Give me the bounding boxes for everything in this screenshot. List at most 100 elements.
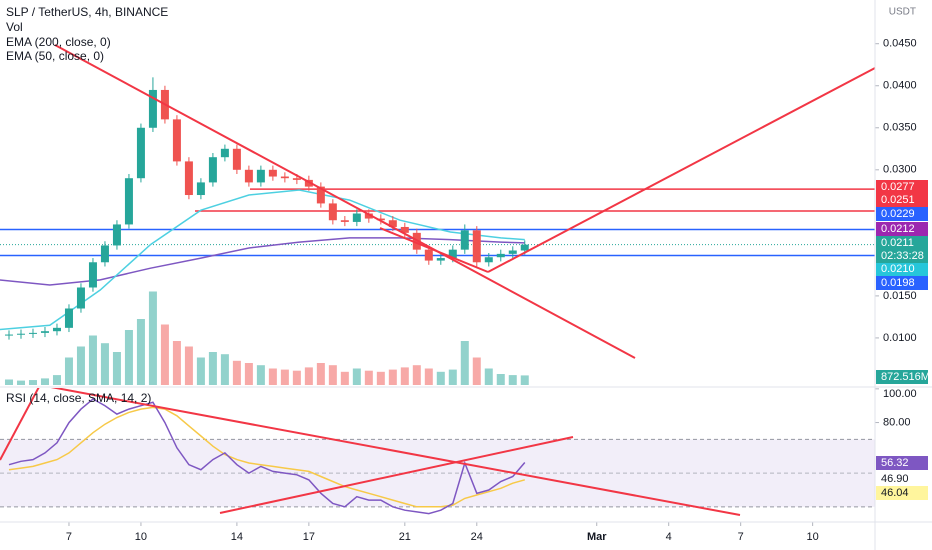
candle-body [304, 179, 313, 187]
volume-bar [148, 291, 157, 385]
volume-bar [40, 378, 49, 385]
volume-bar [424, 368, 433, 385]
candle-body [184, 161, 193, 196]
volume-bar [64, 357, 73, 385]
y-tick-label: 0.0450 [883, 38, 917, 50]
candle-body [508, 250, 517, 254]
rsi-title: RSI (14, close, SMA, 14, 2) [6, 391, 151, 405]
trend-line [0, 388, 40, 461]
price-tag-bg [876, 236, 928, 250]
legend-ema50: EMA (50, close, 0) [6, 49, 104, 63]
volume-bar [364, 370, 373, 385]
volume-bar [52, 375, 61, 385]
trend-line [219, 436, 574, 514]
volume-bar [352, 368, 361, 385]
candle-body [292, 178, 301, 180]
candle-body [136, 127, 145, 179]
price-tag: 0.0277 [881, 181, 915, 193]
x-tick-label: 17 [303, 531, 315, 543]
volume-bar [280, 369, 289, 385]
candle-body [88, 262, 97, 288]
ema-line [0, 189, 525, 331]
candle-body [496, 253, 505, 258]
x-tick-label: 10 [135, 531, 147, 543]
volume-bar [256, 365, 265, 385]
price-tag: 0.0229 [881, 208, 915, 220]
candle-body [388, 220, 397, 227]
price-tag-bg [876, 207, 928, 221]
volume-bar [388, 369, 397, 385]
volume-bar [412, 365, 421, 385]
volume-bar [268, 368, 277, 385]
candle-body [16, 333, 25, 335]
volume-bar [244, 363, 253, 385]
volume-bar [88, 335, 97, 385]
rsi-sma-line [8, 406, 526, 508]
candle-body [52, 327, 61, 332]
candle-body [340, 220, 349, 222]
price-tag: 0.0210 [881, 263, 915, 275]
volume-bar [184, 346, 193, 385]
x-tick-label: 7 [738, 531, 744, 543]
x-tick-label: 24 [471, 531, 483, 543]
volume-bar [208, 352, 217, 385]
candle-body [196, 182, 205, 196]
candle-body [76, 287, 85, 309]
candle-body [208, 157, 217, 183]
rsi-line [8, 398, 526, 515]
volume-bar [136, 319, 145, 385]
candle-body [64, 308, 73, 328]
candle-body [364, 213, 373, 219]
candle-body [148, 89, 157, 128]
volume-bar [340, 371, 349, 385]
y-tick-label: 0.0150 [883, 290, 917, 302]
volume-bar [328, 365, 337, 385]
volume-tag-bg [876, 370, 928, 384]
x-tick-label: 4 [666, 531, 672, 543]
volume-bar [16, 380, 25, 385]
volume-bar [292, 370, 301, 385]
volume-bar [484, 368, 493, 385]
price-tag: 0.0212 [881, 223, 915, 235]
price-tag-bg [876, 276, 928, 290]
rsi-tag: 56.32 [881, 457, 909, 469]
candle-body [124, 178, 133, 225]
trend-line [50, 388, 741, 516]
trend-line [487, 67, 875, 273]
volume-bar [460, 341, 469, 385]
rsi-y-tick-label: 100.00 [883, 388, 917, 400]
volume-bar [520, 375, 529, 385]
candle-body [112, 224, 121, 246]
x-tick-label: 7 [66, 531, 72, 543]
y-tick-label: 0.0300 [883, 164, 917, 176]
price-tag-bg [876, 222, 928, 236]
candle-body [28, 332, 37, 334]
volume-bar [172, 341, 181, 385]
x-tick-label: 10 [807, 531, 819, 543]
candle-body [472, 230, 481, 263]
x-tick-label: 21 [399, 531, 411, 543]
volume-bar [196, 357, 205, 385]
candle-body [280, 176, 289, 179]
candle-body [172, 119, 181, 162]
candle-body [448, 249, 457, 259]
volume-bar [376, 371, 385, 385]
rsi-sma-tag: 46.04 [881, 487, 909, 499]
rsi-sma-tag-bg [876, 486, 928, 500]
candle-body [400, 226, 409, 233]
volume-bar [448, 369, 457, 385]
trend-line [379, 227, 489, 273]
volume-bar [220, 354, 229, 385]
candle-body [460, 230, 469, 250]
volume-bar [124, 330, 133, 385]
legend-vol: Vol [6, 20, 23, 34]
candle-body [232, 148, 241, 170]
volume-bar [28, 380, 37, 385]
candle-body [100, 245, 109, 263]
price-tag: 0.0251 [881, 194, 915, 206]
volume-bar [436, 371, 445, 385]
candle-body [244, 169, 253, 183]
volume-bar [232, 360, 241, 385]
price-tag-bg [876, 262, 928, 276]
